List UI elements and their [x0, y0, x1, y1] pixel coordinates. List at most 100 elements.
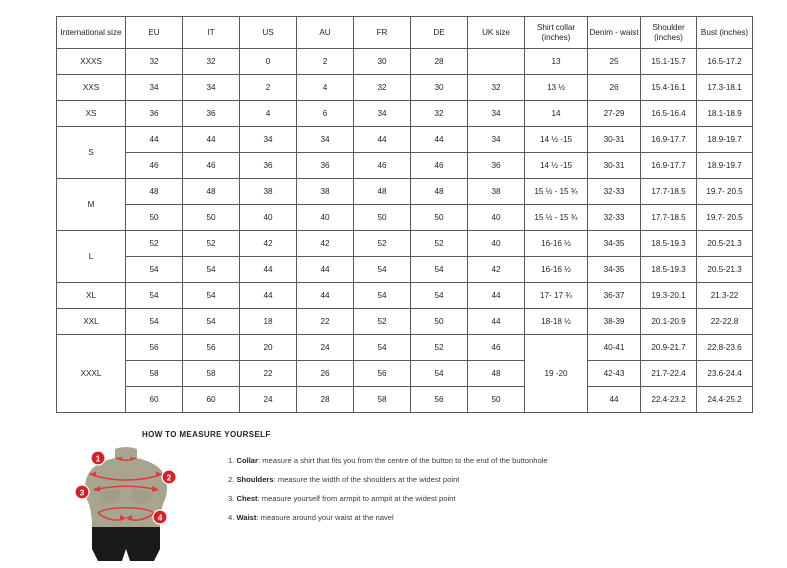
- cell-it: 54: [182, 282, 240, 309]
- cell-international-size: XXXS: [56, 48, 126, 75]
- cell-us: 4: [239, 100, 297, 127]
- table-row: 46 46 36 36 46 46 36 14 ½ -15 30-31 16.9-17.7 18.9…: [57, 152, 753, 179]
- cell-au: 2: [296, 48, 354, 75]
- cell-us: 22: [239, 360, 297, 387]
- badge-1-label: 1: [96, 453, 101, 463]
- col-header-international-size: International size: [56, 16, 126, 49]
- cell-fr: 34: [353, 100, 411, 127]
- cell-fr: 48: [353, 178, 411, 205]
- cell-denim-waist: 32-33: [587, 178, 641, 205]
- table-row: S 44 44 34 34 44 44 34 14 ½ -15 30-31 16.9-17.7 18.…: [56, 126, 753, 179]
- cell-international-size: XS: [56, 100, 126, 127]
- cell-de: 52: [410, 334, 468, 361]
- cell-bust: 20.5-21.3: [696, 230, 753, 257]
- cell-us: 42: [239, 230, 297, 257]
- instruction-item: 1. Collar: measure a shirt that fits you…: [228, 457, 748, 465]
- cell-fr: 46: [353, 152, 411, 179]
- cell-bust: 20.5-21.3: [696, 256, 753, 283]
- cell-fr: 52: [353, 230, 411, 257]
- cell-eu: 52: [125, 230, 183, 257]
- cell-bust: 18.9-19.7: [696, 126, 753, 153]
- cell-it: 54: [182, 256, 240, 283]
- cell-denim-waist: 30-31: [587, 152, 641, 179]
- cell-eu: 36: [125, 100, 183, 127]
- cell-au: 24: [296, 334, 354, 361]
- instruction-term: Collar: [236, 456, 258, 465]
- cell-denim-waist: 25: [587, 48, 641, 75]
- cell-uk-size: [467, 48, 525, 75]
- cell-it: 34: [182, 74, 240, 101]
- table-row: XXXL 56 56 20 24 54 52 46 19 -20 40-41 20.9-21.7 22…: [56, 334, 753, 413]
- cell-shirt-collar: 14 ½ -15: [524, 152, 588, 179]
- cell-shirt-collar: 14 ½ -15: [524, 126, 588, 153]
- cell-shirt-collar: 14: [524, 100, 588, 127]
- collar-arrow-head-right: [130, 457, 136, 461]
- instruction-index: 3.: [228, 494, 235, 504]
- cell-denim-waist: 38-39: [587, 308, 641, 335]
- cell-us: 0: [239, 48, 297, 75]
- cell-uk-size: 34: [467, 100, 525, 127]
- table-row: 58 58 22 26 56 54 48 42-43 21.7-22.4 23.6-24.4: [57, 360, 753, 387]
- cell-bust: 22-22.8: [696, 308, 753, 335]
- cell-it: 48: [182, 178, 240, 205]
- cell-fr: 54: [353, 256, 411, 283]
- cell-shoulder: 21.7-22.4: [640, 360, 697, 387]
- cell-it: 46: [182, 152, 240, 179]
- table-row: M 48 48 38 38 48 48 38 15 ½ - 15 ¾ 32-33 17.7-18.5…: [56, 178, 753, 231]
- cell-denim-waist: 42-43: [587, 360, 641, 387]
- cell-it: 54: [182, 308, 240, 335]
- size-chart-container: International size EU IT US AU FR DE UK …: [56, 16, 753, 413]
- table-row: XXL 54 54 18 22 52 50 44 18-18 ½ 38-39 20.1-20.9 22…: [56, 308, 753, 335]
- col-header-shoulder: Shoulder (inches): [640, 16, 697, 49]
- cell-us: 44: [239, 256, 297, 283]
- cell-fr: 30: [353, 48, 411, 75]
- cell-denim-waist: 34-35: [587, 256, 641, 283]
- shorts-shape: [92, 527, 160, 561]
- cell-eu: 34: [125, 74, 183, 101]
- cell-uk-size: 38: [467, 178, 525, 205]
- col-header-eu: EU: [125, 16, 183, 49]
- cell-de: 44: [410, 126, 468, 153]
- cell-uk-size: 44: [467, 308, 525, 335]
- cell-eu: 54: [125, 308, 183, 335]
- cell-uk-size: 32: [467, 74, 525, 101]
- measure-body: 1 2 3 4 1. Collar: measure a shirt that …: [56, 445, 756, 563]
- col-header-denim-waist: Denim - waist: [587, 16, 641, 49]
- cell-us: 36: [239, 152, 297, 179]
- cell-denim-waist: 44: [587, 386, 641, 413]
- pectoral-left-shade: [100, 489, 120, 504]
- cell-eu: 44: [125, 126, 183, 153]
- measure-instructions-list: 1. Collar: measure a shirt that fits you…: [228, 457, 748, 533]
- cell-de: 52: [410, 230, 468, 257]
- table-header: International size EU IT US AU FR DE UK …: [56, 16, 753, 49]
- cell-fr: 58: [353, 386, 411, 413]
- cell-fr: 54: [353, 282, 411, 309]
- cell-denim-waist: 32-33: [587, 204, 641, 231]
- cell-us: 38: [239, 178, 297, 205]
- cell-bust: 23.6-24.4: [696, 360, 753, 387]
- cell-fr: 52: [353, 308, 411, 335]
- cell-bust: 19.7- 20.5: [696, 204, 753, 231]
- badge-4-label: 4: [158, 512, 163, 522]
- cell-bust: 21.3-22: [696, 282, 753, 309]
- col-header-uk-size: UK size: [467, 16, 525, 49]
- cell-uk-size: 46: [467, 334, 525, 361]
- cell-shirt-collar: 15 ½ - 15 ¾: [524, 204, 588, 231]
- cell-de: 32: [410, 100, 468, 127]
- cell-denim-waist: 34-35: [587, 230, 641, 257]
- cell-au: 40: [296, 204, 354, 231]
- shoulders-measure-arrow: [89, 473, 163, 481]
- cell-shirt-collar: 16-16 ½: [524, 230, 588, 257]
- collar-arrow-head-left: [116, 457, 122, 461]
- cell-shoulder: 20.9-21.7: [640, 334, 697, 361]
- cell-fr: 50: [353, 204, 411, 231]
- measure-heading: HOW TO MEASURE YOURSELF: [142, 430, 271, 439]
- cell-uk-size: 48: [467, 360, 525, 387]
- cell-uk-size: 34: [467, 126, 525, 153]
- cell-it: 52: [182, 230, 240, 257]
- cell-denim-waist: 26: [587, 74, 641, 101]
- badge-2-label: 2: [167, 472, 172, 482]
- badge-2: 2: [161, 469, 177, 485]
- shoulders-arrow-head-left: [89, 471, 96, 477]
- instruction-item: 3. Chest: measure yourself from armpit t…: [228, 495, 748, 503]
